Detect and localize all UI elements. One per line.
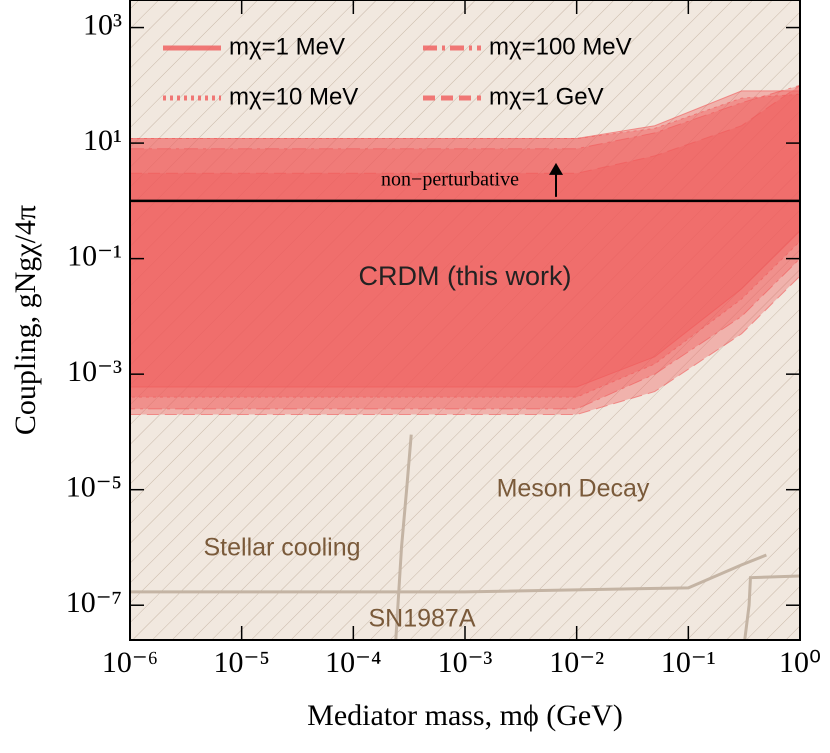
x-tick-label: 10⁰ xyxy=(779,646,821,679)
boundary-curve xyxy=(743,574,800,640)
legend-label: mχ=1 MeV xyxy=(229,33,345,60)
x-tick-label: 10⁻² xyxy=(549,646,604,679)
y-tick-label: 10¹ xyxy=(83,124,122,157)
x-tick-label: 10⁻⁶ xyxy=(102,646,158,679)
x-tick-label: 10⁻¹ xyxy=(661,646,716,679)
region xyxy=(130,84,800,416)
region xyxy=(130,93,800,398)
annotation: Meson Decay xyxy=(497,475,650,503)
excluded-region xyxy=(130,0,800,640)
y-tick-label: 10³ xyxy=(83,8,122,41)
annotation: SN1987A xyxy=(368,605,475,633)
y-tick-label: 10⁻³ xyxy=(67,355,122,388)
legend-label: mχ=1 GeV xyxy=(489,83,604,110)
arrow-head xyxy=(549,162,563,175)
annotation: CRDM (this work) xyxy=(359,261,572,291)
y-tick-label: 10⁻⁵ xyxy=(66,471,122,504)
x-tick-label: 10⁻³ xyxy=(438,646,493,679)
region xyxy=(130,84,800,410)
y-tick-label: 10⁻⁷ xyxy=(66,586,122,619)
x-tick-label: 10⁻⁵ xyxy=(214,646,270,679)
region xyxy=(130,90,800,388)
legend-label: mχ=100 MeV xyxy=(489,33,632,60)
threshold-label: non−perturbative xyxy=(381,168,519,190)
annotation: Stellar cooling xyxy=(203,534,360,562)
legend-label: mχ=10 MeV xyxy=(229,83,358,110)
y-axis-label: Coupling, gNgχ/4π xyxy=(9,205,42,435)
boundary-curve xyxy=(130,553,767,594)
x-tick-label: 10⁻⁴ xyxy=(325,646,381,679)
x-axis-label: Mediator mass, mϕ (GeV) xyxy=(307,699,623,732)
y-tick-label: 10⁻¹ xyxy=(67,240,122,273)
boundary-curve xyxy=(394,434,413,640)
